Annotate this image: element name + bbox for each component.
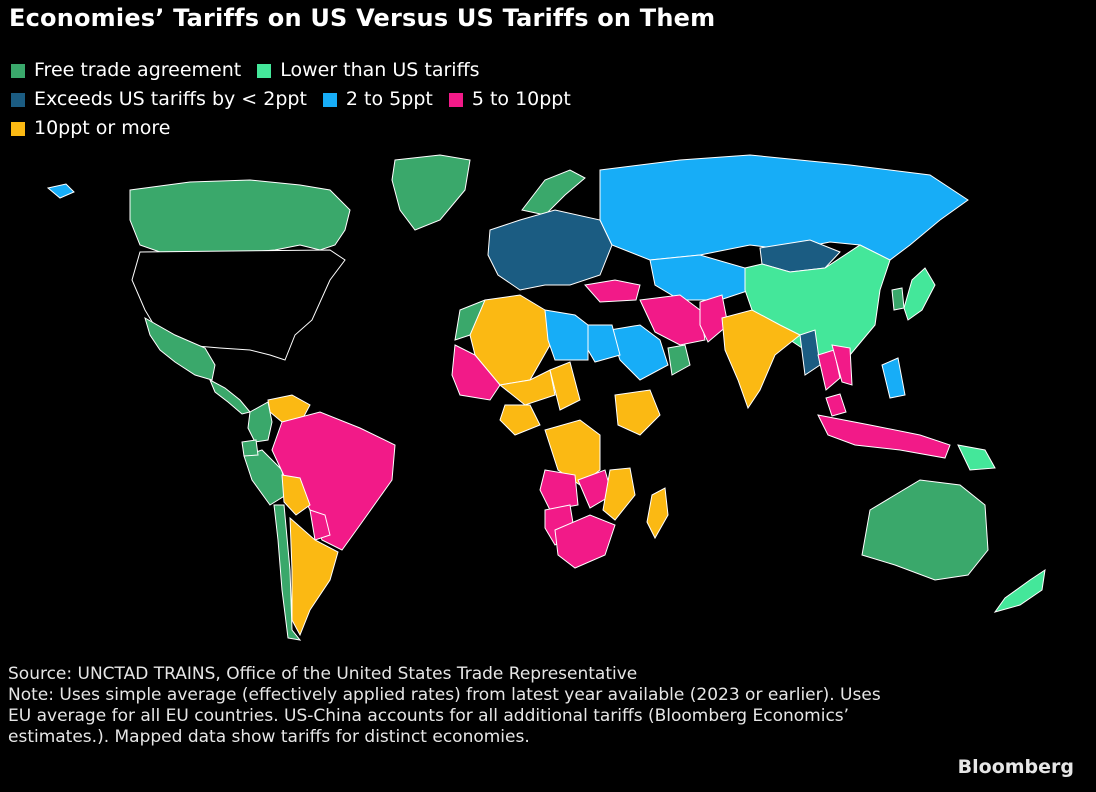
legend-item-exceeds_lt2: Exceeds US tariffs by < 2ppt bbox=[11, 85, 307, 114]
country-angola bbox=[539, 469, 579, 511]
country-ecuador bbox=[241, 439, 259, 457]
legend-row: Free trade agreement Lower than US tariff… bbox=[11, 56, 571, 85]
country-saudi-arabia bbox=[609, 324, 669, 381]
legend-label: Exceeds US tariffs by < 2ppt bbox=[34, 88, 307, 110]
country-iran bbox=[639, 294, 706, 346]
country-iceland bbox=[46, 183, 75, 199]
country-mexico bbox=[144, 316, 216, 381]
country-new-zealand bbox=[993, 568, 1046, 613]
country-oman bbox=[667, 344, 691, 376]
legend-item-ten_plus: 10ppt or more bbox=[11, 114, 170, 143]
legend-row: Exceeds US tariffs by < 2ppt 2 to 5ppt 5 t… bbox=[11, 85, 571, 114]
legend-swatch bbox=[11, 121, 25, 136]
country-argentina bbox=[289, 516, 339, 637]
legend-label: Free trade agreement bbox=[34, 59, 242, 81]
legend: Free trade agreement Lower than US tariff… bbox=[11, 56, 571, 143]
legend-label: 2 to 5ppt bbox=[345, 88, 433, 110]
legend-item-fta: Free trade agreement bbox=[11, 56, 241, 85]
country-australia bbox=[861, 479, 989, 581]
country-philippines bbox=[881, 357, 906, 399]
country-madagascar bbox=[646, 487, 669, 540]
country-thailand bbox=[817, 349, 841, 391]
country-malaysia bbox=[825, 393, 847, 417]
country-niger bbox=[498, 369, 556, 406]
country-libya bbox=[544, 309, 589, 361]
footer: Source: UNCTAD TRAINS, Office of the Uni… bbox=[8, 664, 908, 748]
country-paraguay bbox=[309, 509, 331, 541]
legend-swatch bbox=[448, 92, 463, 107]
world-map bbox=[46, 154, 1046, 641]
bloomberg-logo: Bloomberg bbox=[957, 756, 1074, 778]
country-turkey bbox=[584, 279, 641, 303]
country-european-union bbox=[487, 209, 613, 291]
country-united-states bbox=[131, 249, 346, 361]
country-south-africa bbox=[554, 514, 616, 569]
legend-swatch bbox=[257, 63, 272, 78]
country-egypt bbox=[587, 324, 621, 363]
country-ethiopia bbox=[614, 389, 661, 436]
source-note: Source: UNCTAD TRAINS, Office of the Uni… bbox=[8, 664, 638, 684]
country-chad bbox=[549, 361, 581, 411]
country-central-america bbox=[209, 378, 251, 415]
legend-swatch bbox=[11, 92, 25, 107]
legend-row: 10ppt or more bbox=[11, 114, 571, 143]
legend-item-two_to_five: 2 to 5ppt bbox=[322, 85, 433, 114]
country-mozambique bbox=[602, 467, 636, 521]
country-india bbox=[721, 309, 801, 410]
legend-label: Lower than US tariffs bbox=[280, 59, 480, 81]
country-nigeria bbox=[499, 404, 541, 436]
legend-label: 10ppt or more bbox=[34, 117, 171, 139]
legend-swatch bbox=[11, 63, 25, 78]
country-japan bbox=[903, 267, 936, 321]
country-mali bbox=[451, 344, 501, 401]
country-papua-new-guinea bbox=[957, 444, 996, 471]
methodology-note: Note: Uses simple average (effectively a… bbox=[8, 685, 881, 747]
legend-label: 5 to 10ppt bbox=[471, 88, 571, 110]
country-greenland bbox=[391, 154, 471, 231]
country-kazakhstan bbox=[649, 254, 751, 301]
country-chile bbox=[273, 504, 302, 641]
country-dr-congo bbox=[544, 419, 601, 486]
legend-item-five_to_ten: 5 to 10ppt bbox=[448, 85, 571, 114]
country-indonesia bbox=[817, 414, 951, 459]
chart-title: Economies’ Tariffs on US Versus US Tarif… bbox=[9, 4, 716, 32]
country-vietnam bbox=[831, 344, 853, 386]
legend-swatch bbox=[322, 92, 337, 107]
country-south-korea bbox=[891, 287, 905, 311]
country-colombia bbox=[247, 401, 273, 443]
country-pakistan bbox=[699, 294, 729, 343]
legend-item-lower: Lower than US tariffs bbox=[257, 56, 480, 85]
country-norway bbox=[521, 169, 586, 216]
country-canada bbox=[129, 179, 351, 253]
country-bolivia bbox=[281, 474, 311, 516]
